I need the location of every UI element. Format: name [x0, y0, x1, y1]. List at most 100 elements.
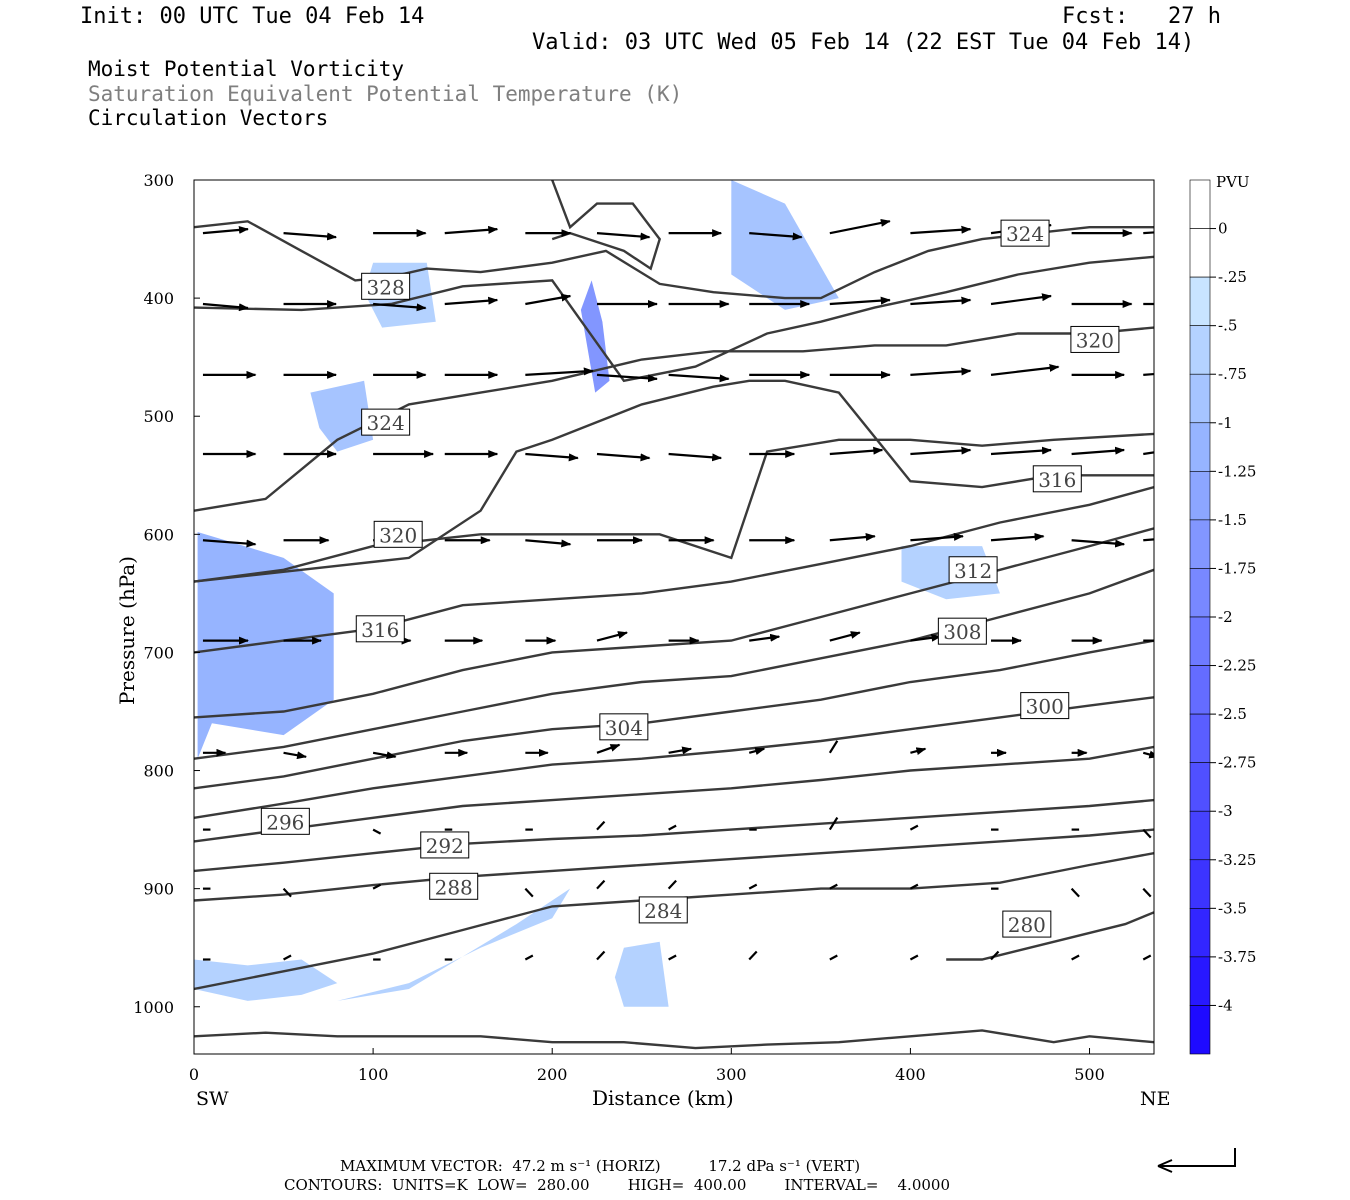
- contour-label-box: [355, 615, 405, 643]
- theta-contour-300: [194, 696, 1154, 819]
- x-tick-label: 400: [895, 1065, 926, 1084]
- contours-note: CONTOURS: UNITS=K LOW= 280.00 HIGH= 400.…: [284, 1176, 950, 1194]
- reference-vector-icon: [1158, 1148, 1236, 1167]
- contour-label: 292: [426, 834, 464, 858]
- circulation-vector: [525, 539, 572, 548]
- circulation-vector-layer: [202, 218, 1154, 961]
- pv-region-8: [194, 959, 338, 1001]
- contour-label: 316: [361, 618, 399, 642]
- x-axis-label: Distance (km): [592, 1086, 734, 1110]
- theta-contour-304: [194, 639, 1154, 790]
- colorbar-swatch: [1189, 908, 1211, 958]
- theta-contour-328: [551, 180, 662, 271]
- circulation-vector: [829, 631, 861, 642]
- contour-label-box: [1020, 692, 1070, 720]
- circulation-vector: [282, 887, 292, 898]
- contour-label: 324: [367, 411, 405, 435]
- circulation-vector: [444, 225, 499, 235]
- colorbar-tick-label: -2.25: [1218, 657, 1256, 675]
- circulation-vector: [525, 367, 594, 376]
- y-tick-label: 300: [143, 171, 174, 190]
- colorbar-swatch: [1189, 616, 1211, 666]
- contour-label: 300: [1026, 695, 1064, 719]
- colorbar-swatch: [1189, 810, 1211, 861]
- x-tick-label: 0: [189, 1065, 199, 1084]
- circulation-vector: [910, 225, 972, 235]
- circulation-vector: [749, 633, 781, 642]
- circulation-vector: [1142, 828, 1152, 839]
- circulation-vector: [596, 743, 621, 754]
- contour-label-box: [1032, 465, 1082, 493]
- pv-region-7: [614, 941, 669, 1007]
- circulation-vector: [829, 954, 838, 961]
- circulation-vector: [525, 293, 572, 306]
- contour-label: 320: [1076, 328, 1114, 352]
- pv-shading-layer: [194, 180, 1000, 1007]
- circulation-vector: [596, 232, 651, 241]
- circulation-vector: [748, 883, 758, 890]
- theta-contour-308: [194, 568, 1154, 760]
- circulation-vector: [910, 532, 964, 542]
- contour-label: 304: [605, 716, 643, 740]
- circulation-vector: [829, 446, 884, 456]
- circulation-vector: [202, 225, 249, 235]
- colorbar-tick-label: -1.5: [1218, 511, 1247, 529]
- colorbar-swatch: [1189, 276, 1211, 326]
- colorbar-swatch: [1189, 568, 1211, 618]
- colorbar-swatch: [1189, 179, 1211, 229]
- contour-label: 296: [266, 810, 304, 834]
- colorbar-tick-label: -1.25: [1218, 462, 1256, 480]
- circulation-vector: [1143, 451, 1154, 456]
- init-time: Init: 00 UTC Tue 04 Feb 14: [80, 4, 425, 29]
- circulation-vector: [283, 751, 308, 760]
- contour-label-box: [429, 872, 479, 900]
- colorbar-swatch: [1189, 1005, 1211, 1055]
- circulation-vector: [1143, 372, 1154, 376]
- circulation-vector: [596, 879, 606, 890]
- contour-label: 284: [644, 899, 682, 923]
- circulation-vector: [829, 218, 891, 235]
- x-tick-label: 500: [1074, 1065, 1105, 1084]
- x-tick-label: 100: [358, 1065, 389, 1084]
- max-vector-note: MAXIMUM VECTOR: 47.2 m s⁻¹ (HORIZ) 17.2 …: [340, 1157, 861, 1175]
- circulation-vector: [283, 954, 292, 961]
- theta-contour-320: [194, 255, 1154, 383]
- colorbar-swatch: [1189, 859, 1211, 909]
- circulation-vector: [524, 887, 534, 898]
- contour-label-box: [373, 520, 423, 548]
- contour-label-box: [1070, 325, 1120, 353]
- circulation-vector: [596, 373, 658, 383]
- contour-label-box: [420, 831, 470, 859]
- reference-vector-arrowhead-icon: [1157, 1159, 1173, 1173]
- colorbar-tick-label: -2.5: [1218, 705, 1247, 723]
- circulation-vector: [1142, 887, 1152, 898]
- circulation-vector: [990, 532, 1045, 542]
- contour-label: 308: [943, 620, 981, 644]
- pv-region-1: [337, 888, 571, 1001]
- circulation-vector: [910, 747, 927, 756]
- title-vectors: Circulation Vectors: [88, 106, 329, 130]
- contour-label-box: [638, 896, 688, 924]
- circulation-vector: [909, 883, 919, 890]
- colorbar-tick-label: -.75: [1218, 365, 1247, 383]
- circulation-vector: [373, 302, 427, 312]
- circulation-vector: [1143, 231, 1154, 235]
- colorbar-tick-label: -1.75: [1218, 559, 1256, 577]
- pv-region-4: [310, 380, 374, 452]
- circulation-vector: [668, 954, 677, 961]
- colorbar-swatch: [1189, 665, 1211, 715]
- contour-label-box: [948, 556, 998, 584]
- circulation-vector: [372, 828, 382, 835]
- circulation-vector: [829, 296, 891, 306]
- circulation-vector: [910, 367, 972, 376]
- circulation-vector: [828, 740, 839, 754]
- contour-label: 288: [435, 875, 473, 899]
- x-end-label-sw: SW: [196, 1088, 229, 1110]
- contour-label: 316: [1038, 468, 1076, 492]
- title-theta-es: Saturation Equivalent Potential Temperat…: [88, 82, 683, 106]
- circulation-vector: [909, 954, 919, 961]
- y-tick-label: 700: [143, 643, 174, 662]
- pv-region-3: [580, 280, 610, 393]
- circulation-vector: [668, 746, 693, 755]
